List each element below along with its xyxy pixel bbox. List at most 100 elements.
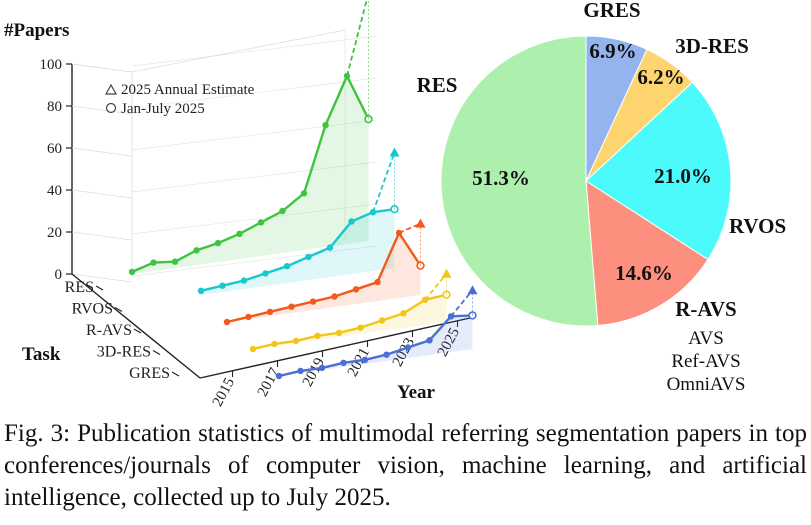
estimate-dashed-line	[450, 289, 474, 317]
pie-category-label: RES	[417, 73, 458, 97]
gridline-back	[131, 245, 378, 277]
task-tick-mark	[114, 307, 123, 312]
series-area-r-avs	[227, 232, 421, 322]
figure-caption: Fig. 3: Publication statistics of multim…	[4, 420, 807, 511]
data-point	[257, 219, 265, 226]
data-point	[404, 344, 412, 351]
task-tick-label: RVOS	[72, 301, 113, 318]
data-point	[197, 287, 205, 294]
pie-percent-label: 21.0%	[654, 164, 712, 188]
data-point	[318, 364, 326, 372]
data-point	[266, 308, 274, 315]
y-tick-label: 80	[47, 99, 62, 115]
task-axis-line	[71, 273, 201, 379]
data-point	[348, 218, 355, 225]
data-point	[240, 277, 248, 284]
data-point	[283, 263, 291, 270]
chart-legend: 2025 Annual Estimate Jan-July 2025	[104, 82, 255, 117]
pie-slice-r-avs	[585, 180, 709, 327]
data-point	[288, 303, 295, 310]
gridline-back	[131, 77, 378, 109]
data-point	[128, 268, 136, 276]
task-tick-mark	[133, 328, 142, 334]
gridline-side	[71, 231, 133, 241]
data-point	[314, 332, 321, 339]
gridline-back	[131, 35, 378, 67]
series-area-res	[132, 76, 369, 274]
data-point	[331, 293, 338, 300]
series-area-gres	[279, 315, 473, 376]
task-tick-label: R-AVS	[86, 322, 132, 339]
data-point	[383, 351, 390, 358]
pie-category-label: GRES	[583, 0, 640, 22]
data-point	[326, 244, 334, 251]
data-point	[322, 122, 329, 129]
y-tick-label: 60	[47, 141, 62, 157]
ravs-sublabel: OmniAVS	[667, 374, 746, 395]
year-tick-label: 2017	[255, 365, 283, 399]
ravs-sublabel: AVS	[688, 328, 724, 349]
data-point	[300, 190, 308, 197]
legend-triangle-marker	[104, 83, 118, 95]
pie-percent-label: 14.6%	[615, 261, 673, 285]
data-point	[223, 318, 231, 326]
data-point	[271, 340, 278, 348]
data-point	[150, 259, 157, 266]
data-point	[171, 258, 179, 265]
series-segment-2025	[345, 75, 370, 120]
wall-back-top-edge	[131, 29, 346, 73]
data-point	[262, 270, 269, 277]
gridline-side	[71, 105, 133, 115]
estimate-dashed-line	[346, 0, 368, 77]
data-point	[335, 329, 343, 336]
task-share-pie-chart: 6.9% GRES 6.2% 3D-RES 21.0% RVOS 14.6%R-AVS 51.…	[417, 0, 787, 395]
pie-percent-label: 6.9%	[589, 39, 636, 63]
data-point	[374, 278, 381, 286]
pie-slice-res	[440, 35, 599, 327]
estimate-dashed-line	[424, 273, 448, 301]
ravs-sublabel: Ref-AVS	[671, 351, 740, 372]
data-point	[352, 286, 360, 293]
gridline-side	[71, 273, 133, 283]
legend-janjuly-label: Jan-July 2025	[121, 101, 205, 117]
estimate-dashed-line	[372, 152, 396, 213]
y-tick-label: 40	[47, 183, 62, 199]
gridline-side	[71, 189, 133, 199]
task-tick-mark	[95, 285, 104, 291]
janjuly-2025-point	[390, 205, 399, 214]
year-tick-label: 2015	[210, 375, 238, 409]
figure: 0 20 40 60 80 100 #Papers RES RVOS R-AVS 3D-RES GRE…	[4, 0, 787, 409]
legend-circle-marker	[105, 102, 117, 114]
data-point	[245, 313, 252, 321]
data-point	[275, 372, 283, 380]
series-area-rvos	[201, 209, 395, 295]
papers-3d-line-chart: 0 20 40 60 80 100 #Papers RES RVOS R-AVS 3D-RES GRE…	[4, 0, 478, 409]
data-point	[214, 239, 222, 247]
pie-percent-label: 51.3%	[472, 166, 530, 190]
task-tick-mark	[152, 350, 161, 355]
estimate-triangle-marker	[467, 285, 478, 295]
data-point	[297, 367, 304, 375]
data-point	[249, 345, 257, 353]
data-point	[361, 356, 369, 363]
data-point	[219, 282, 226, 289]
data-point	[279, 207, 286, 215]
gridline-back	[131, 161, 378, 193]
pie-category-label: R-AVS	[675, 297, 736, 321]
pie-percent-label: 6.2%	[637, 65, 684, 89]
gridline-back	[131, 119, 378, 151]
wall-top-edge	[71, 63, 133, 73]
task-tick-mark	[171, 371, 180, 377]
data-point	[400, 310, 407, 317]
data-point	[357, 324, 364, 331]
data-point	[378, 317, 386, 324]
y-axis-title: #Papers	[4, 20, 69, 41]
y-tick-label: 0	[55, 267, 63, 283]
year-axis-line	[199, 317, 471, 379]
task-axis-title: Task	[22, 344, 61, 365]
pie-slice-rvos	[585, 81, 732, 261]
task-tick-label: 3D-RES	[97, 344, 151, 361]
year-axis-title: Year	[397, 382, 436, 403]
gridline-side	[71, 147, 133, 157]
data-point	[305, 253, 312, 261]
